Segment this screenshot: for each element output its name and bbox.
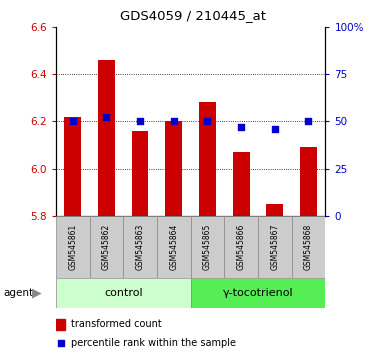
Point (305, 119, 311, 124)
Bar (56, 216, 89, 278)
Text: agent: agent (4, 288, 34, 298)
Point (204, 119, 211, 124)
Point (171, 119, 177, 124)
Bar (258, 216, 292, 278)
Point (58, 340, 64, 346)
Point (137, 119, 143, 124)
Bar (56, 278, 191, 308)
Bar (98, 60, 115, 216)
Point (70, 119, 76, 124)
Text: GSM545864: GSM545864 (169, 224, 178, 270)
Text: GSM545867: GSM545867 (270, 224, 279, 270)
Bar (157, 216, 191, 278)
Bar (64, 116, 81, 216)
Bar (56, 319, 65, 330)
Bar (199, 102, 216, 216)
Bar (165, 121, 182, 216)
Bar (233, 152, 249, 216)
Bar (89, 216, 123, 278)
Bar (224, 216, 258, 278)
Point (272, 126, 278, 132)
Text: γ-tocotrienol: γ-tocotrienol (223, 288, 293, 298)
Bar (300, 147, 317, 216)
Bar (191, 278, 325, 308)
Bar (292, 216, 325, 278)
Text: GDS4059 / 210445_at: GDS4059 / 210445_at (119, 9, 266, 22)
Point (103, 115, 109, 120)
Text: GSM545861: GSM545861 (68, 224, 77, 270)
Text: control: control (104, 288, 142, 298)
Text: transformed count: transformed count (71, 319, 161, 329)
Bar (191, 216, 224, 278)
Text: GSM545868: GSM545868 (304, 224, 313, 270)
Text: GSM545862: GSM545862 (102, 224, 111, 270)
Bar (132, 131, 149, 216)
Text: GSM545863: GSM545863 (136, 224, 144, 270)
Text: GSM545865: GSM545865 (203, 224, 212, 270)
Text: GSM545866: GSM545866 (237, 224, 246, 270)
Text: percentile rank within the sample: percentile rank within the sample (71, 338, 236, 348)
Bar (123, 216, 157, 278)
Point (238, 124, 244, 130)
Bar (266, 204, 283, 216)
Text: ▶: ▶ (32, 286, 42, 299)
